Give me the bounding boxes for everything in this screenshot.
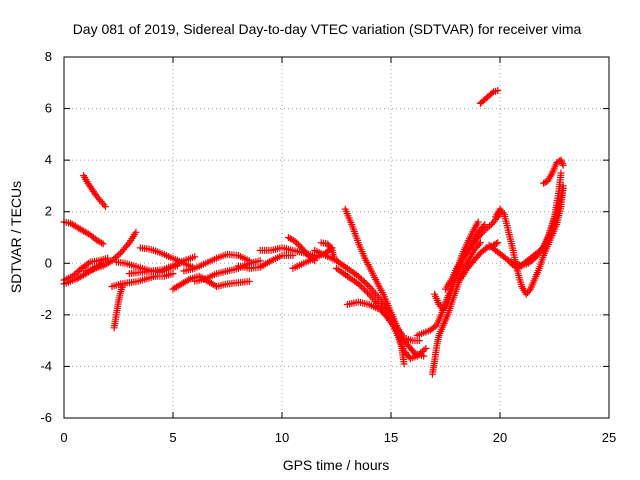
- series-markers-2: [80, 172, 109, 211]
- y-tick-label-5: 4: [45, 152, 52, 167]
- series-markers-22: [343, 298, 430, 363]
- data-layer: [60, 87, 567, 378]
- series-markers-24: [428, 239, 484, 378]
- y-tick-label-7: 8: [45, 49, 52, 64]
- y-tick-label-1: -4: [40, 358, 52, 373]
- series-markers-1: [60, 218, 107, 248]
- series-arc-10: [125, 253, 199, 278]
- series-arc-24: [428, 239, 484, 378]
- y-tick-label-3: 0: [45, 255, 52, 270]
- x-tick-label-5: 25: [602, 430, 616, 445]
- series-markers-26: [442, 210, 504, 293]
- y-tick-label-6: 6: [45, 101, 52, 116]
- series-markers-32: [540, 156, 567, 187]
- plot-frame: [63, 56, 610, 419]
- chart-title: Day 081 of 2019, Sidereal Day-to-day VTE…: [73, 21, 582, 37]
- series-markers-10: [125, 253, 199, 278]
- series-markers-6: [110, 281, 127, 332]
- series-arc-06: [110, 281, 127, 332]
- series-markers-7: [108, 270, 177, 290]
- tick-layer: 0 5 10 15 20 25 -6 -4 -2 0 2 4 6 8: [40, 49, 616, 445]
- x-tick-label-3: 15: [384, 430, 398, 445]
- series-markers-14: [234, 252, 297, 272]
- series-arc-31: [507, 185, 567, 272]
- series-arc-22: [343, 298, 430, 363]
- x-tick-label-4: 20: [493, 430, 507, 445]
- series-markers-17: [285, 234, 319, 265]
- x-tick-label-2: 10: [275, 430, 289, 445]
- x-tick-label-0: 0: [60, 430, 67, 445]
- y-tick-label-4: 2: [45, 204, 52, 219]
- series-arc-02: [80, 172, 109, 211]
- series-markers-29: [492, 182, 567, 298]
- y-tick-label-2: -2: [40, 307, 52, 322]
- series-arc-20: [311, 246, 408, 368]
- series-markers-31: [507, 185, 567, 272]
- x-axis-label: GPS time / hours: [283, 457, 390, 473]
- series-arc-28: [476, 87, 502, 107]
- series-markers-28: [476, 87, 502, 107]
- series-markers-20: [311, 246, 408, 368]
- series-arc-01: [60, 218, 107, 248]
- series-arc-07: [108, 270, 177, 290]
- series-arc-05: [82, 228, 140, 275]
- series-arc-26: [442, 210, 504, 293]
- y-tick-label-0: -6: [40, 410, 52, 425]
- series-arc-32: [540, 156, 567, 187]
- x-tick-label-1: 5: [169, 430, 176, 445]
- grid-layer: [64, 57, 609, 418]
- series-markers-5: [82, 228, 140, 275]
- series-arc-17: [285, 234, 319, 265]
- series-arc-29: [492, 182, 567, 298]
- series-arc-12: [180, 250, 253, 275]
- series-markers-12: [180, 250, 253, 275]
- y-axis-label: SDTVAR / TECUs: [8, 181, 24, 293]
- series-arc-14: [234, 252, 297, 272]
